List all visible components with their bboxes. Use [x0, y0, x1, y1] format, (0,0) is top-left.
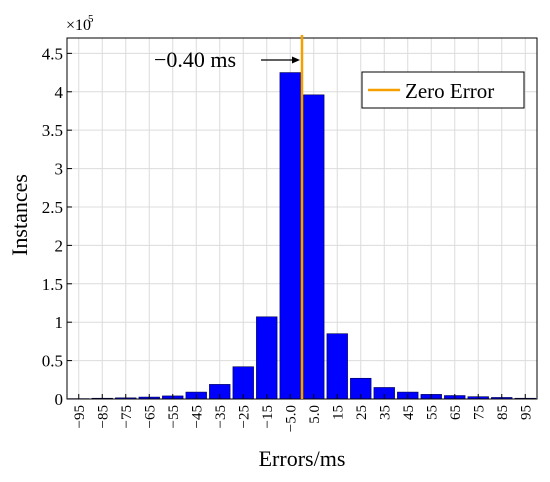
x-tick-label: −65: [142, 405, 158, 428]
legend: Zero Error: [361, 71, 525, 109]
x-tick-label: −5.0: [283, 405, 299, 432]
x-tick-label: 35: [377, 405, 393, 420]
x-tick-label: 25: [354, 405, 370, 420]
y-exponent-label: ×10: [66, 17, 91, 34]
y-tick-label: 3.5: [42, 121, 63, 140]
y-tick-label: 4: [55, 83, 64, 102]
annotation-arrow-head: [292, 56, 300, 64]
bar: [303, 94, 325, 400]
bar: [326, 333, 348, 400]
x-tick-label: 55: [424, 405, 440, 420]
x-tick-label: 85: [495, 405, 511, 420]
x-tick-label: 45: [401, 405, 417, 420]
legend-label: Zero Error: [405, 79, 494, 103]
x-tick-label: −95: [72, 405, 88, 428]
x-tick-label: −15: [260, 405, 276, 428]
bar: [256, 316, 278, 400]
bars: [68, 72, 536, 400]
y-tick-labels: 0 0.5 1 1.5 2 2.5 3 3.5 4 4.5: [42, 44, 64, 409]
x-tick-label: 15: [330, 405, 346, 420]
y-axis-label: Instances: [7, 174, 32, 256]
x-tick-label: 95: [518, 405, 534, 420]
y-tick-label: 2.5: [42, 198, 63, 217]
x-tick-label: −35: [213, 405, 229, 428]
x-tick-label: −85: [95, 405, 111, 428]
x-axis-label: Errors/ms: [259, 446, 346, 471]
x-tick-labels: −95 −85 −75 −65 −55 −45 −35 −25 −15 −5.0 5.0 15 25 35…: [72, 405, 535, 432]
grid: [67, 38, 537, 400]
y-tick-label: 2: [55, 236, 64, 255]
y-tick-label: 3: [55, 160, 64, 179]
x-tick-label: 75: [471, 405, 487, 420]
y-tick-label: 0: [55, 390, 64, 409]
annotation-label: −0.40 ms: [154, 47, 236, 72]
bar: [279, 72, 301, 400]
x-tick-label: 5.0: [307, 405, 323, 424]
x-tick-label: −25: [236, 405, 252, 428]
x-tick-label: 65: [448, 405, 464, 420]
y-tick-label: 4.5: [42, 44, 63, 63]
x-tick-label: −55: [166, 405, 182, 428]
y-exponent-power: 5: [88, 13, 94, 25]
x-tick-label: −45: [189, 405, 205, 428]
y-tick-label: 0.5: [42, 352, 63, 371]
y-tick-label: 1.5: [42, 275, 63, 294]
y-tick-label: 1: [55, 313, 64, 332]
x-tick-label: −75: [119, 405, 135, 428]
